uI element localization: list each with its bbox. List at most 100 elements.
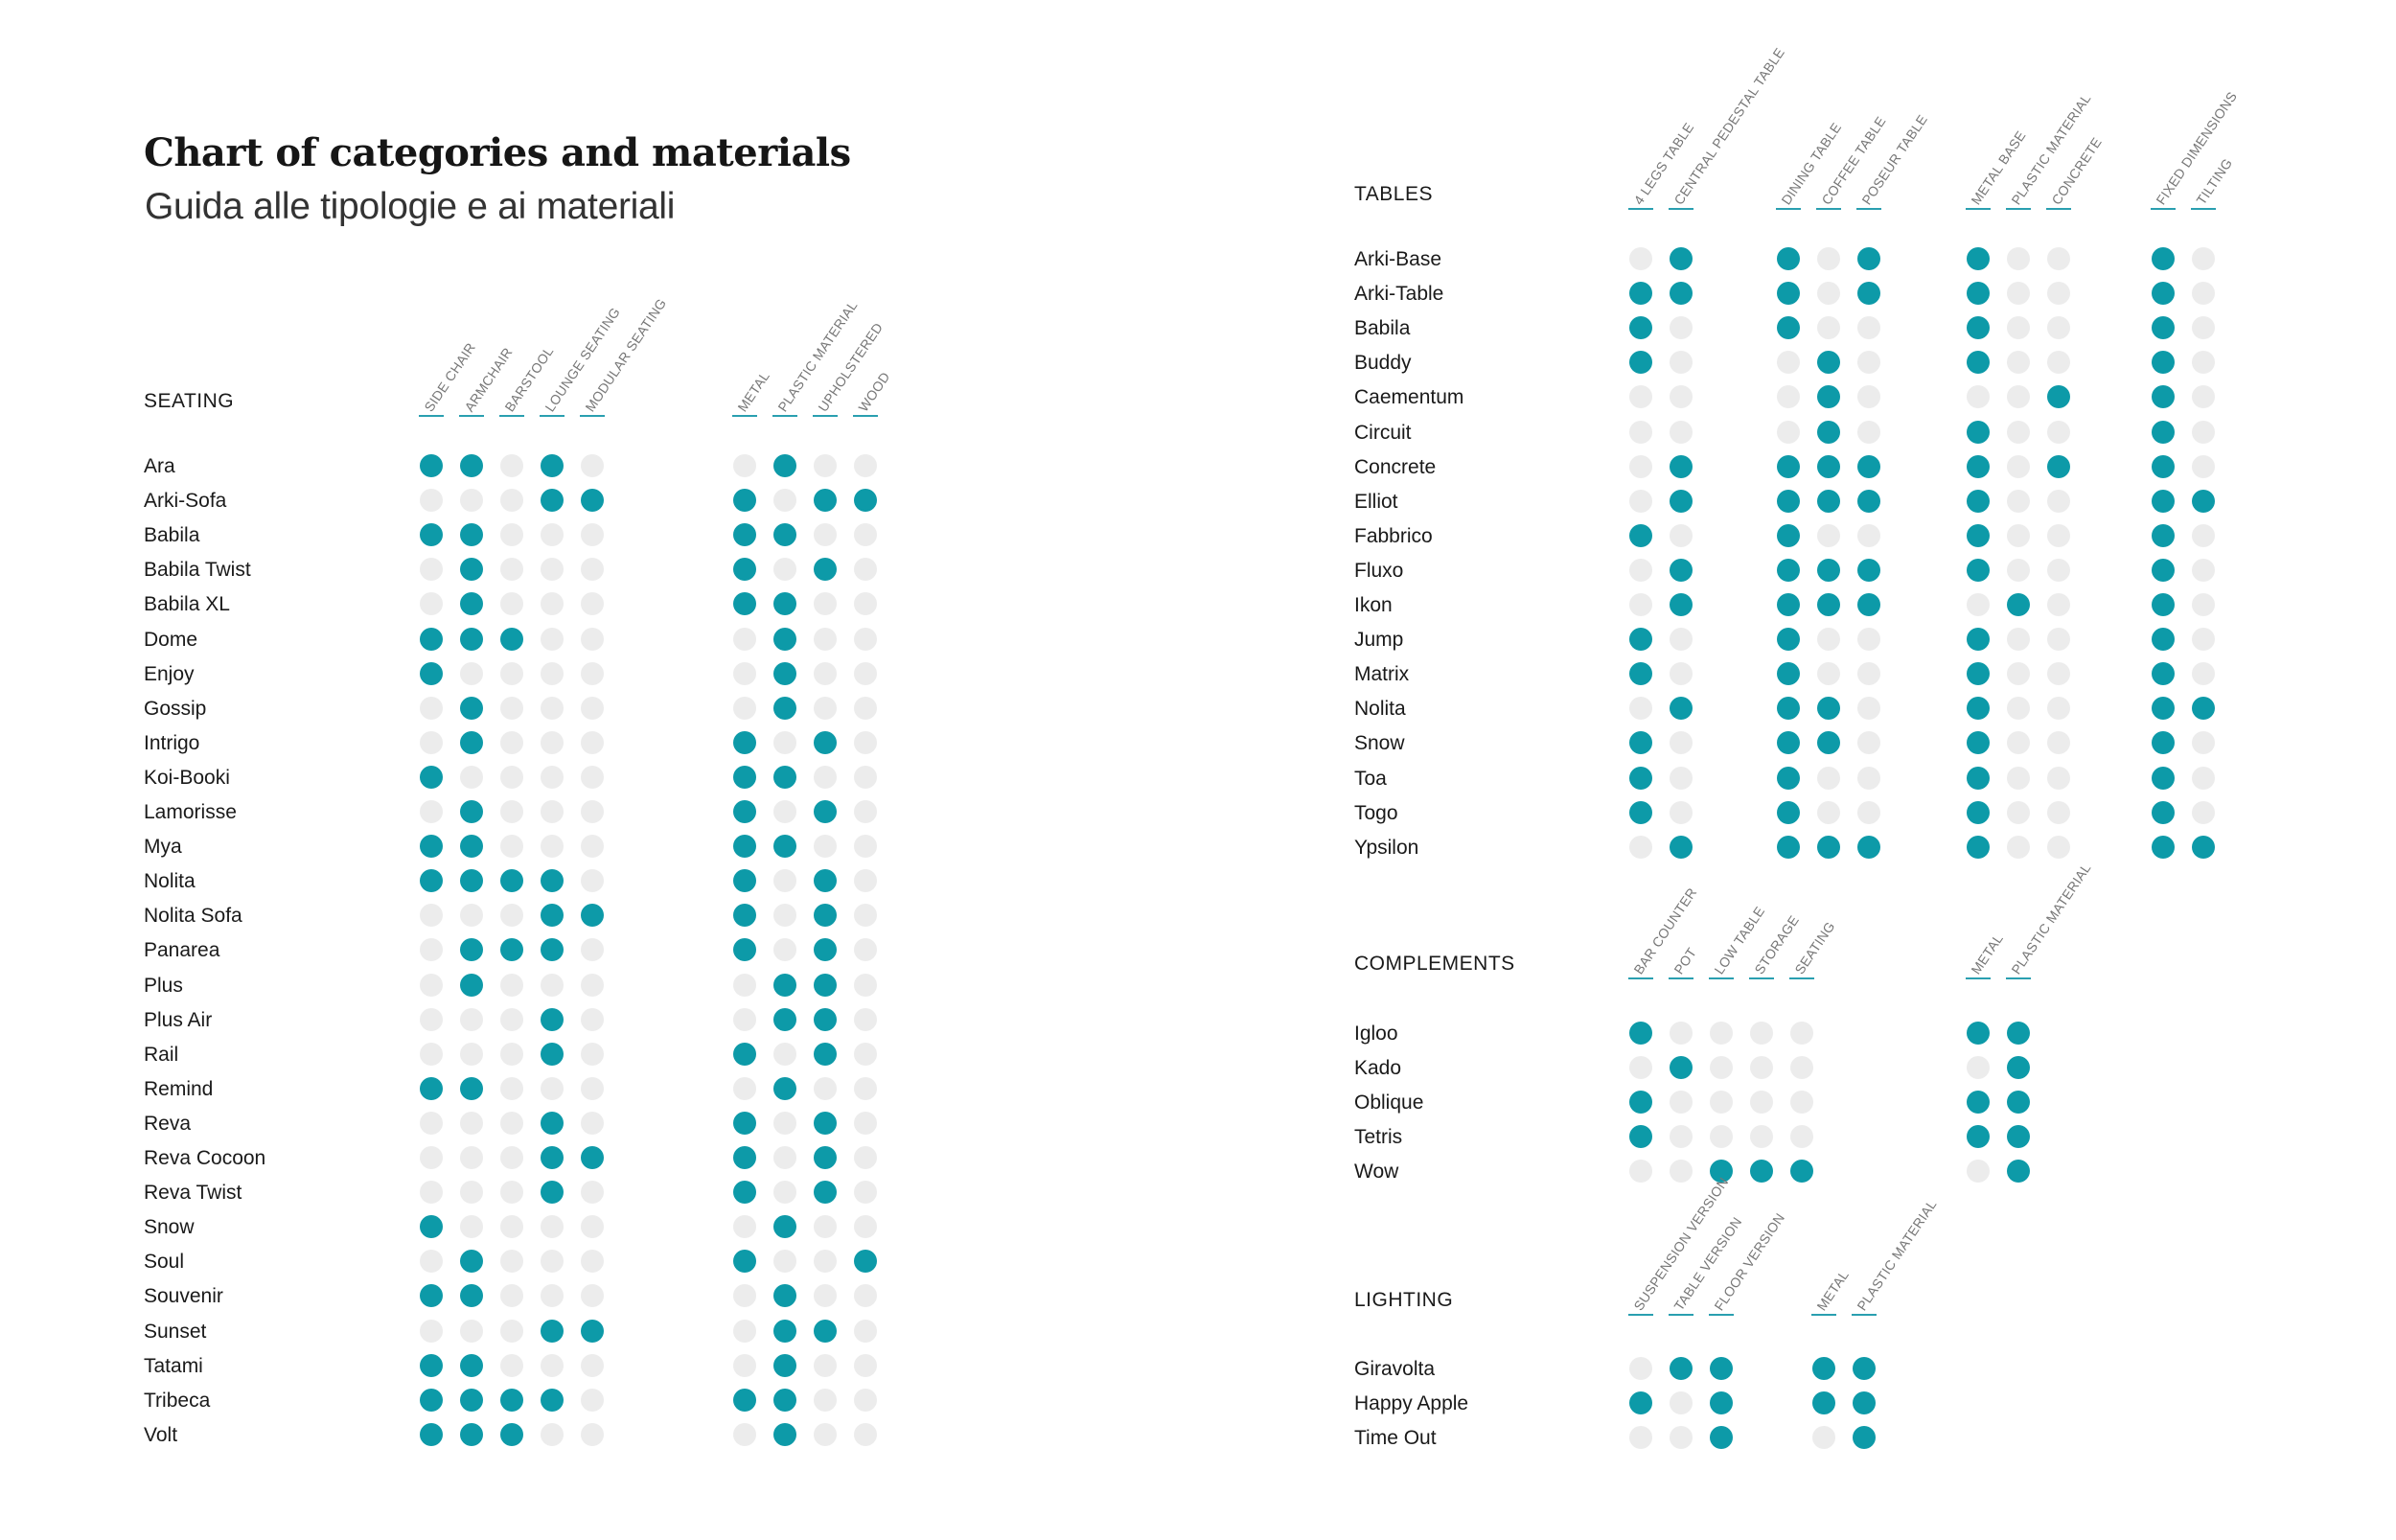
- dot-empty: [420, 904, 443, 928]
- dot-empty: [541, 696, 564, 720]
- column-rule: [1966, 977, 1991, 979]
- column-rule: [813, 415, 838, 417]
- dot-empty: [2047, 282, 2070, 306]
- dot-empty: [1670, 1391, 1693, 1415]
- dot-filled: [2152, 835, 2175, 859]
- dot-empty: [773, 869, 796, 893]
- dot-filled: [1853, 1357, 1876, 1380]
- dot-filled: [420, 1215, 443, 1239]
- dot-filled: [1670, 489, 1693, 513]
- dot-empty: [1777, 420, 1800, 444]
- dot-filled: [2007, 593, 2030, 616]
- dot-filled: [814, 904, 837, 928]
- dot-empty: [420, 1319, 443, 1343]
- dot-filled: [1629, 523, 1652, 547]
- dot-empty: [581, 1042, 604, 1066]
- dot-empty: [420, 1007, 443, 1031]
- dot-empty: [814, 835, 837, 859]
- dot-filled: [1967, 1022, 1990, 1045]
- dot-filled: [733, 592, 756, 616]
- row-label-matrix: Matrix: [1354, 663, 1410, 686]
- dot-filled: [460, 800, 483, 823]
- dot-empty: [854, 558, 877, 582]
- row-label-plus-air: Plus Air: [144, 1008, 213, 1031]
- dot-empty: [420, 1146, 443, 1169]
- dot-empty: [854, 973, 877, 997]
- row-label-babila: Babila: [1354, 317, 1411, 340]
- dot-empty: [1790, 1056, 1813, 1080]
- dot-filled: [1967, 800, 1990, 824]
- dot-filled: [1967, 454, 1990, 478]
- row-label-oblique: Oblique: [1354, 1092, 1424, 1115]
- dot-empty: [2007, 454, 2030, 478]
- row-label-buddy: Buddy: [1354, 352, 1412, 375]
- dot-empty: [420, 1181, 443, 1205]
- dot-empty: [1670, 1091, 1693, 1115]
- row-label-intrigo: Intrigo: [144, 731, 200, 754]
- dot-empty: [460, 661, 483, 685]
- dot-filled: [773, 1284, 796, 1308]
- row-label-jump: Jump: [1354, 629, 1404, 652]
- dot-empty: [500, 454, 523, 477]
- dot-filled: [2152, 731, 2175, 755]
- dot-filled: [773, 661, 796, 685]
- dot-empty: [1790, 1022, 1813, 1045]
- row-label-caementum: Caementum: [1354, 386, 1464, 409]
- row-label-babila-xl: Babila XL: [144, 593, 230, 616]
- row-label-tribeca: Tribeca: [144, 1389, 211, 1412]
- row-label-dome: Dome: [144, 628, 198, 651]
- dot-filled: [581, 904, 604, 928]
- dot-filled: [1817, 420, 1840, 444]
- dot-empty: [1817, 316, 1840, 340]
- dot-empty: [733, 1422, 756, 1446]
- dot-filled: [1967, 1125, 1990, 1149]
- dot-empty: [541, 1076, 564, 1100]
- dot-filled: [2152, 662, 2175, 686]
- dot-empty: [2047, 489, 2070, 513]
- dot-filled: [1967, 420, 1990, 444]
- dot-empty: [2047, 662, 2070, 686]
- dot-empty: [1857, 697, 1880, 721]
- dot-empty: [420, 1250, 443, 1274]
- dot-empty: [854, 1284, 877, 1308]
- dot-empty: [1857, 385, 1880, 409]
- dot-filled: [1670, 835, 1693, 859]
- row-label-lamorisse: Lamorisse: [144, 801, 237, 823]
- dot-empty: [2007, 351, 2030, 375]
- dot-empty: [814, 1215, 837, 1239]
- dot-empty: [1629, 1426, 1652, 1450]
- dot-empty: [2047, 697, 2070, 721]
- dot-empty: [1967, 1160, 1990, 1184]
- dot-empty: [854, 1181, 877, 1205]
- dot-empty: [460, 1146, 483, 1169]
- dot-empty: [541, 661, 564, 685]
- dot-empty: [2007, 835, 2030, 859]
- row-label-kado: Kado: [1354, 1057, 1402, 1080]
- dot-filled: [2152, 351, 2175, 375]
- dot-empty: [1629, 454, 1652, 478]
- dot-filled: [733, 1042, 756, 1066]
- dot-empty: [581, 696, 604, 720]
- dot-empty: [1670, 1125, 1693, 1149]
- dot-filled: [1710, 1160, 1733, 1184]
- dot-filled: [814, 1319, 837, 1343]
- dot-empty: [854, 523, 877, 547]
- dot-empty: [1670, 420, 1693, 444]
- column-rule: [1628, 208, 1653, 210]
- dot-empty: [460, 765, 483, 789]
- dot-filled: [1777, 800, 1800, 824]
- dot-empty: [541, 1422, 564, 1446]
- column-rule: [1811, 1314, 1836, 1316]
- dot-filled: [1629, 731, 1652, 755]
- column-rule: [1966, 208, 1991, 210]
- dot-filled: [1812, 1391, 1835, 1415]
- dot-filled: [460, 696, 483, 720]
- dot-empty: [773, 1146, 796, 1169]
- dot-empty: [1857, 731, 1880, 755]
- column-rule: [1669, 1314, 1693, 1316]
- dot-filled: [733, 765, 756, 789]
- dot-empty: [814, 696, 837, 720]
- dot-empty: [500, 661, 523, 685]
- row-label-nolita: Nolita: [1354, 698, 1406, 721]
- dot-filled: [460, 938, 483, 962]
